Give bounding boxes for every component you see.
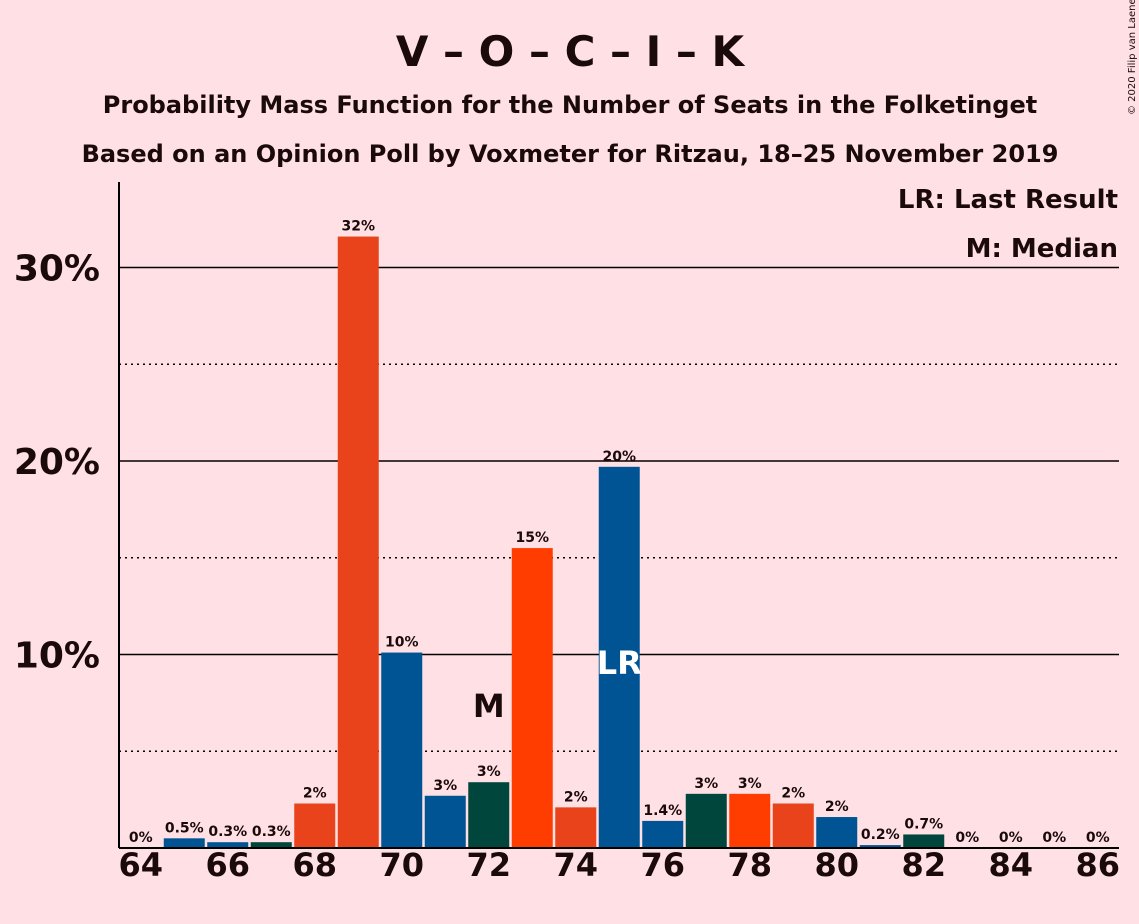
bar-79 bbox=[772, 803, 814, 848]
data-label-76: 1.4% bbox=[643, 803, 682, 819]
bar-80 bbox=[816, 817, 858, 848]
y-tick-label: 30% bbox=[14, 249, 100, 290]
bar-67 bbox=[250, 842, 292, 848]
data-label-65: 0.5% bbox=[165, 820, 204, 836]
y-tick-label: 20% bbox=[14, 442, 100, 483]
data-label-84: 0% bbox=[999, 830, 1023, 846]
x-tick-label: 68 bbox=[292, 846, 337, 884]
bar-66 bbox=[207, 842, 249, 848]
chart-subtitle-2: Based on an Opinion Poll by Voxmeter for… bbox=[82, 140, 1059, 168]
x-tick-label: 72 bbox=[466, 846, 511, 884]
data-label-77: 3% bbox=[694, 776, 718, 792]
bar-71 bbox=[424, 795, 466, 848]
data-label-73: 15% bbox=[515, 530, 549, 546]
bar-72 bbox=[468, 782, 510, 848]
median-marker: M bbox=[473, 687, 505, 725]
chart-subtitle-1: Probability Mass Function for the Number… bbox=[103, 91, 1037, 119]
bar-68 bbox=[294, 803, 336, 848]
data-label-74: 2% bbox=[564, 789, 588, 805]
data-label-82: 0.7% bbox=[904, 816, 943, 832]
x-tick-label: 76 bbox=[640, 846, 685, 884]
legend-lr: LR: Last Result bbox=[898, 185, 1118, 215]
data-label-68: 2% bbox=[303, 785, 327, 801]
data-label-67: 0.3% bbox=[252, 824, 291, 840]
last-result-marker: LR bbox=[597, 644, 642, 682]
bar-69 bbox=[337, 236, 379, 849]
data-label-83: 0% bbox=[955, 830, 979, 846]
y-tick-label: 10% bbox=[14, 636, 100, 677]
x-tick-label: 80 bbox=[814, 846, 859, 884]
data-label-80: 2% bbox=[825, 799, 849, 815]
data-label-69: 32% bbox=[341, 219, 375, 235]
data-label-81: 0.2% bbox=[861, 827, 900, 843]
chart-title: V – O – C – I – K bbox=[396, 27, 746, 76]
bar-76 bbox=[642, 820, 684, 848]
x-tick-label: 66 bbox=[205, 846, 250, 884]
x-tick-label: 82 bbox=[901, 846, 946, 884]
bar-73 bbox=[511, 548, 553, 848]
bar-75 bbox=[598, 466, 640, 848]
bars: 0%0.5% 0.3% 0.3%2%32%10%3%3%15%2%20%1.4%3%… bbox=[129, 219, 1110, 849]
bar-74 bbox=[555, 807, 597, 848]
data-label-64: 0% bbox=[129, 830, 153, 846]
x-tick-label: 74 bbox=[553, 846, 598, 884]
legend-median: M: Median bbox=[966, 234, 1118, 264]
credit: © 2020 Filip van Laenen bbox=[1127, 0, 1138, 115]
legend: LR: Last Result M: Median bbox=[898, 185, 1118, 264]
x-tick-label: 84 bbox=[988, 846, 1033, 884]
data-label-86: 0% bbox=[1086, 830, 1110, 846]
bar-70 bbox=[381, 652, 423, 848]
x-tick-label: 64 bbox=[118, 846, 163, 884]
bar-82 bbox=[903, 834, 945, 848]
data-label-66: 0.3% bbox=[208, 824, 247, 840]
x-tick-label: 70 bbox=[379, 846, 424, 884]
data-label-78: 3% bbox=[738, 776, 762, 792]
data-label-85: 0% bbox=[1042, 830, 1066, 846]
axes: 10% 20% 30% 64 66 68 70 72 74 76 78 80 82 84 86 bbox=[14, 182, 1120, 884]
data-label-70: 10% bbox=[385, 635, 419, 651]
x-tick-label: 78 bbox=[727, 846, 772, 884]
data-label-79: 2% bbox=[781, 785, 805, 801]
data-label-71: 3% bbox=[433, 778, 457, 794]
data-label-75: 20% bbox=[602, 449, 636, 465]
x-tick-label: 86 bbox=[1075, 846, 1120, 884]
bar-65 bbox=[163, 838, 205, 848]
data-label-72: 3% bbox=[477, 764, 501, 780]
bar-81 bbox=[859, 845, 901, 848]
bar-77 bbox=[685, 793, 727, 848]
bar-78 bbox=[729, 793, 771, 848]
